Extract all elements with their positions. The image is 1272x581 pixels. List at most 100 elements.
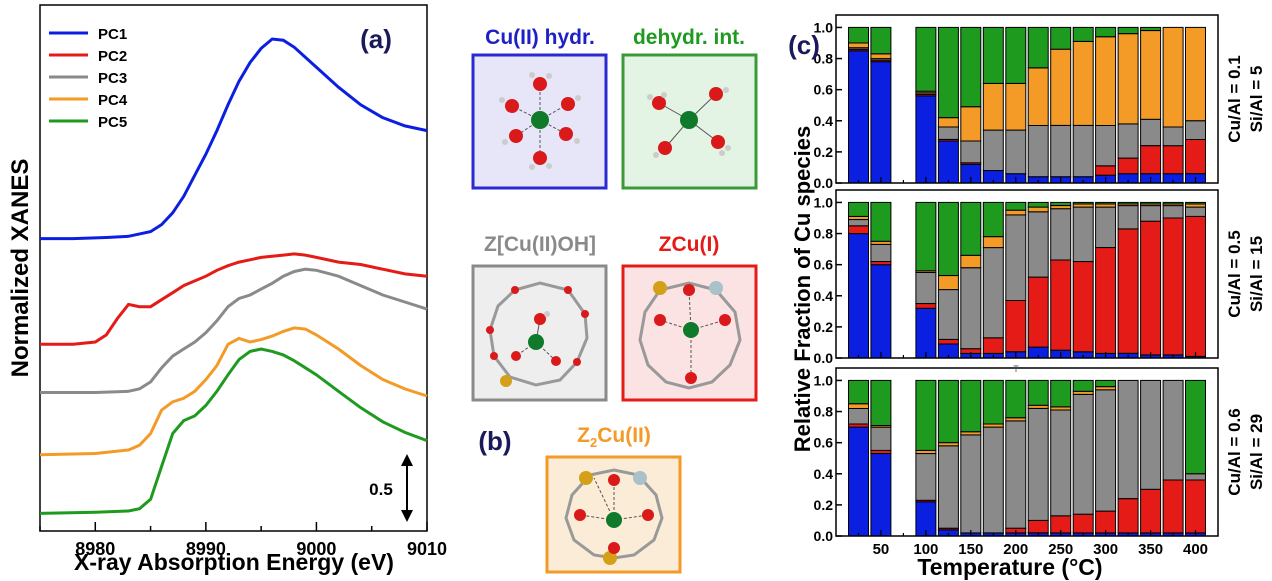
bar-segment-pc3 [982,247,1004,339]
y-tick-label: 0.4 [814,288,834,304]
bar-segment-pc2 [1072,513,1094,534]
bar-segment-pc1 [870,453,892,537]
plot-frame [835,367,1219,537]
bar-segment-pc3 [960,434,982,534]
bar-segment-pc2 [870,261,892,266]
bar-segment-pc5 [982,26,1004,84]
series-line-pc4 [39,326,428,457]
y-tick-label: 0.6 [814,82,834,98]
bar-segment-pc5 [1005,201,1027,211]
bar-segment-pc3 [1140,118,1162,147]
bar-segment-pc2 [1027,519,1049,534]
bar-segment-pc5 [870,379,892,426]
plot-frame [835,189,1219,359]
panel-c-label: (c) [788,30,820,60]
bar-segment-pc3 [1185,120,1206,141]
bar-segment-pc5 [960,379,982,433]
row-label-cu-al: Cu/Al = 0.5 [1225,230,1244,317]
y-tick-label: 0.8 [814,51,834,67]
bar-segment-pc4 [1005,209,1027,216]
bar-segment-pc4 [1050,406,1072,411]
bar-segment-pc5 [1072,379,1094,392]
panel-a-ylabel: Normalized XANES [7,159,34,378]
y-tick-label: 0.2 [814,144,834,160]
x-tick-label: 50 [873,541,890,558]
box-title-cui: ZCu(I) [659,233,720,256]
bar-segment-pc4 [982,82,1004,131]
legend-label-pc2: PC2 [98,48,127,65]
bar-segment-pc1 [870,61,892,184]
y-tick-label: 0.8 [814,404,834,420]
bar-segment-pc1 [848,426,869,537]
bar-segment-pc2 [1095,247,1117,354]
bar-segment-pc3 [1162,379,1184,481]
bar-segment-pc3 [982,129,1004,172]
bar-segment-pc3 [1095,389,1117,512]
al-atom [653,281,667,295]
bar-segment-pc3 [1005,420,1027,529]
bar-segment-pc5 [915,379,937,451]
stray-mark: T [1013,364,1019,374]
bar-segment-pc1 [937,140,959,184]
bar-segment-pc5 [960,201,982,256]
x-tick-label: 8980 [75,539,115,559]
bar-segment-pc3 [1027,407,1049,521]
panel-a-label: (a) [360,24,392,54]
bar-segment-pc3 [937,126,959,140]
bar-segment-pc3 [982,426,1004,534]
bar-segment-pc5 [1050,201,1072,206]
bar-segment-pc2 [1095,165,1117,176]
bar-segment-pc2 [937,338,959,345]
bar-segment-pc5 [1005,379,1027,419]
al-atom [500,375,512,387]
bar-segment-pc3 [1005,129,1027,175]
series-line-pc1 [40,37,428,241]
molecule-dehydr [647,87,731,158]
y-tick-label: 0.8 [814,226,834,242]
box-title-cu-hydr: Cu(II) hydr. [485,26,595,49]
bar-segment-pc3 [1072,206,1094,263]
bar-chart-1: 0.0 0.2 0.4 0.6 0.8 1.0 Cu/Al = 0.1 Si/Al = 5 [814,14,1266,191]
bar-segment-pc5 [870,26,892,55]
bar-segment-pc4 [1005,417,1027,422]
y-tick-label: 0.6 [814,435,834,451]
legend-label-pc5: PC5 [98,114,127,131]
bar-segment-pc3 [1185,473,1206,481]
molecule-cu-hydr [499,72,581,170]
bar-segment-pc5 [1185,379,1206,475]
x-tick-label: 9000 [296,539,336,559]
row-label-si-al: Si/Al = 15 [1247,236,1266,312]
bar-segment-pc4 [848,42,869,49]
al-atom [603,551,617,565]
bar-segment-pc5 [848,379,869,405]
x-tick-label: 400 [1183,541,1208,558]
panel-c: 0.00.20.40.60.81.0Cu/Al = 0.1 Si/Al = 50.… [788,14,1266,580]
row-label-si-al: Si/Al = 29 [1247,414,1266,490]
bar-segment-pc4 [937,117,959,128]
bar-segment-pc2 [1162,217,1184,356]
bar-segment-pc4 [1050,48,1072,126]
bar-segment-pc1 [915,95,937,184]
bar-segment-pc3 [1185,206,1206,217]
y-tick-label: 0.0 [814,175,834,191]
bar-segment-pc5 [848,26,869,44]
bar-segment-pc2 [1117,498,1139,534]
bar-segment-pc3 [1095,124,1117,167]
bar-segment-pc2 [1185,479,1206,534]
bar-segment-pc2 [1005,299,1027,353]
bar-segment-pc4 [1027,206,1049,213]
y-tick-label: 0.0 [814,528,834,544]
bar-segment-pc5 [870,201,892,242]
bar-segment-pc3 [960,267,982,350]
legend-label-pc1: PC1 [98,26,127,43]
x-tick-label: 9010 [407,539,447,559]
x-tick-label: 150 [958,541,983,558]
bar-segment-pc3 [1050,124,1072,178]
legend-label-pc3: PC3 [98,70,127,87]
bar-segment-pc5 [915,26,937,92]
bar-segment-pc3 [937,445,959,529]
x-tick-label: 300 [1093,541,1118,558]
bar-segment-pc2 [1140,220,1162,356]
bar-segment-pc5 [1185,201,1206,205]
